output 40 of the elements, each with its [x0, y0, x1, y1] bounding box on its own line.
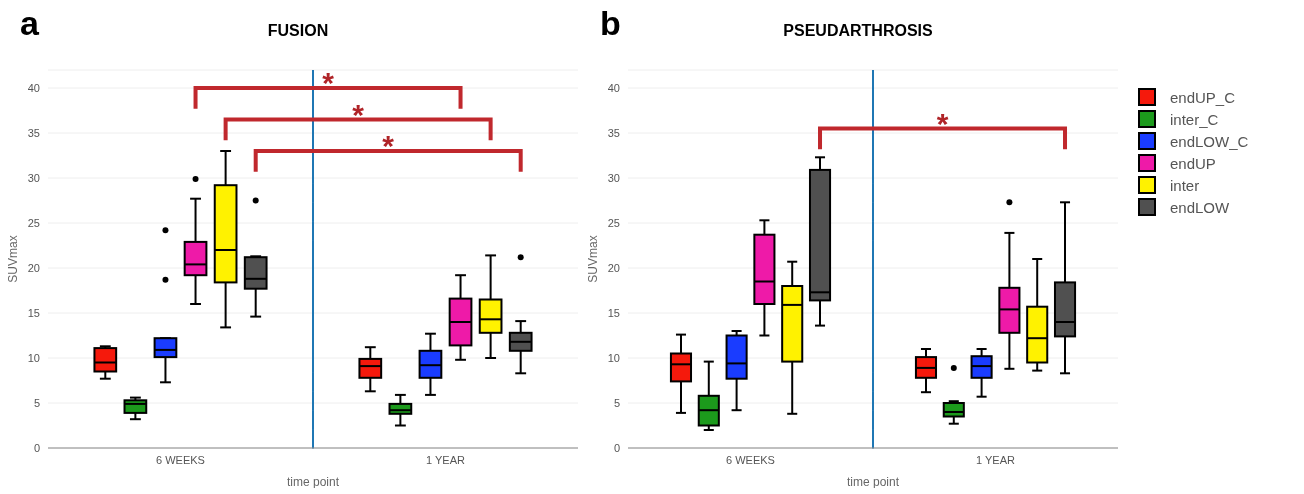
y-tick-label: 40: [27, 81, 40, 94]
x-tick-label: 6 WEEKS: [726, 453, 775, 466]
y-tick-label: 20: [607, 261, 620, 274]
annotation: *: [322, 66, 335, 99]
legend-label: endLOW_C: [1170, 132, 1249, 150]
x-tick-label: 1 YEAR: [976, 453, 1016, 466]
y-tick-label: 5: [33, 396, 40, 409]
y-tick-label: 5: [613, 396, 620, 409]
y-tick-label: 35: [607, 126, 620, 139]
annotation: *: [352, 97, 365, 131]
y-tick-label: 10: [27, 351, 40, 364]
y-tick-label: 0: [33, 441, 40, 454]
chart-title: FUSION: [267, 22, 329, 39]
legend-label: endLOW: [1170, 198, 1230, 216]
y-tick-label: 20: [27, 261, 40, 274]
y-tick-label: 30: [607, 171, 620, 184]
x-tick-label: 1 YEAR: [426, 453, 466, 466]
y-tick-label: 25: [607, 216, 620, 229]
annotation: *: [936, 106, 949, 140]
y-tick-label: 30: [27, 171, 40, 184]
legend-label: endUP_C: [1170, 88, 1236, 106]
y-tick-label: 0: [613, 441, 620, 454]
y-tick-label: 15: [27, 306, 40, 319]
x-axis-title: time point: [286, 475, 340, 489]
text: a: [20, 4, 39, 43]
text: b: [600, 4, 621, 43]
chart-title: PSEUDARTHROSIS: [783, 22, 933, 39]
x-tick-label: 6 WEEKS: [156, 453, 205, 466]
y-tick-label: 25: [27, 216, 40, 229]
y-axis-title: SUVmax: [6, 235, 21, 283]
y-tick-label: 35: [27, 126, 40, 139]
y-axis-title: SUVmax: [586, 235, 601, 283]
y-tick-label: 15: [607, 306, 620, 319]
legend-label: inter_C: [1170, 110, 1219, 128]
y-tick-label: 10: [607, 351, 620, 364]
legend-label: endUP: [1170, 154, 1216, 172]
x-axis-title: time point: [846, 475, 900, 489]
y-tick-label: 40: [607, 81, 620, 94]
annotation: *: [382, 129, 395, 162]
legend-label: inter: [1170, 176, 1200, 194]
